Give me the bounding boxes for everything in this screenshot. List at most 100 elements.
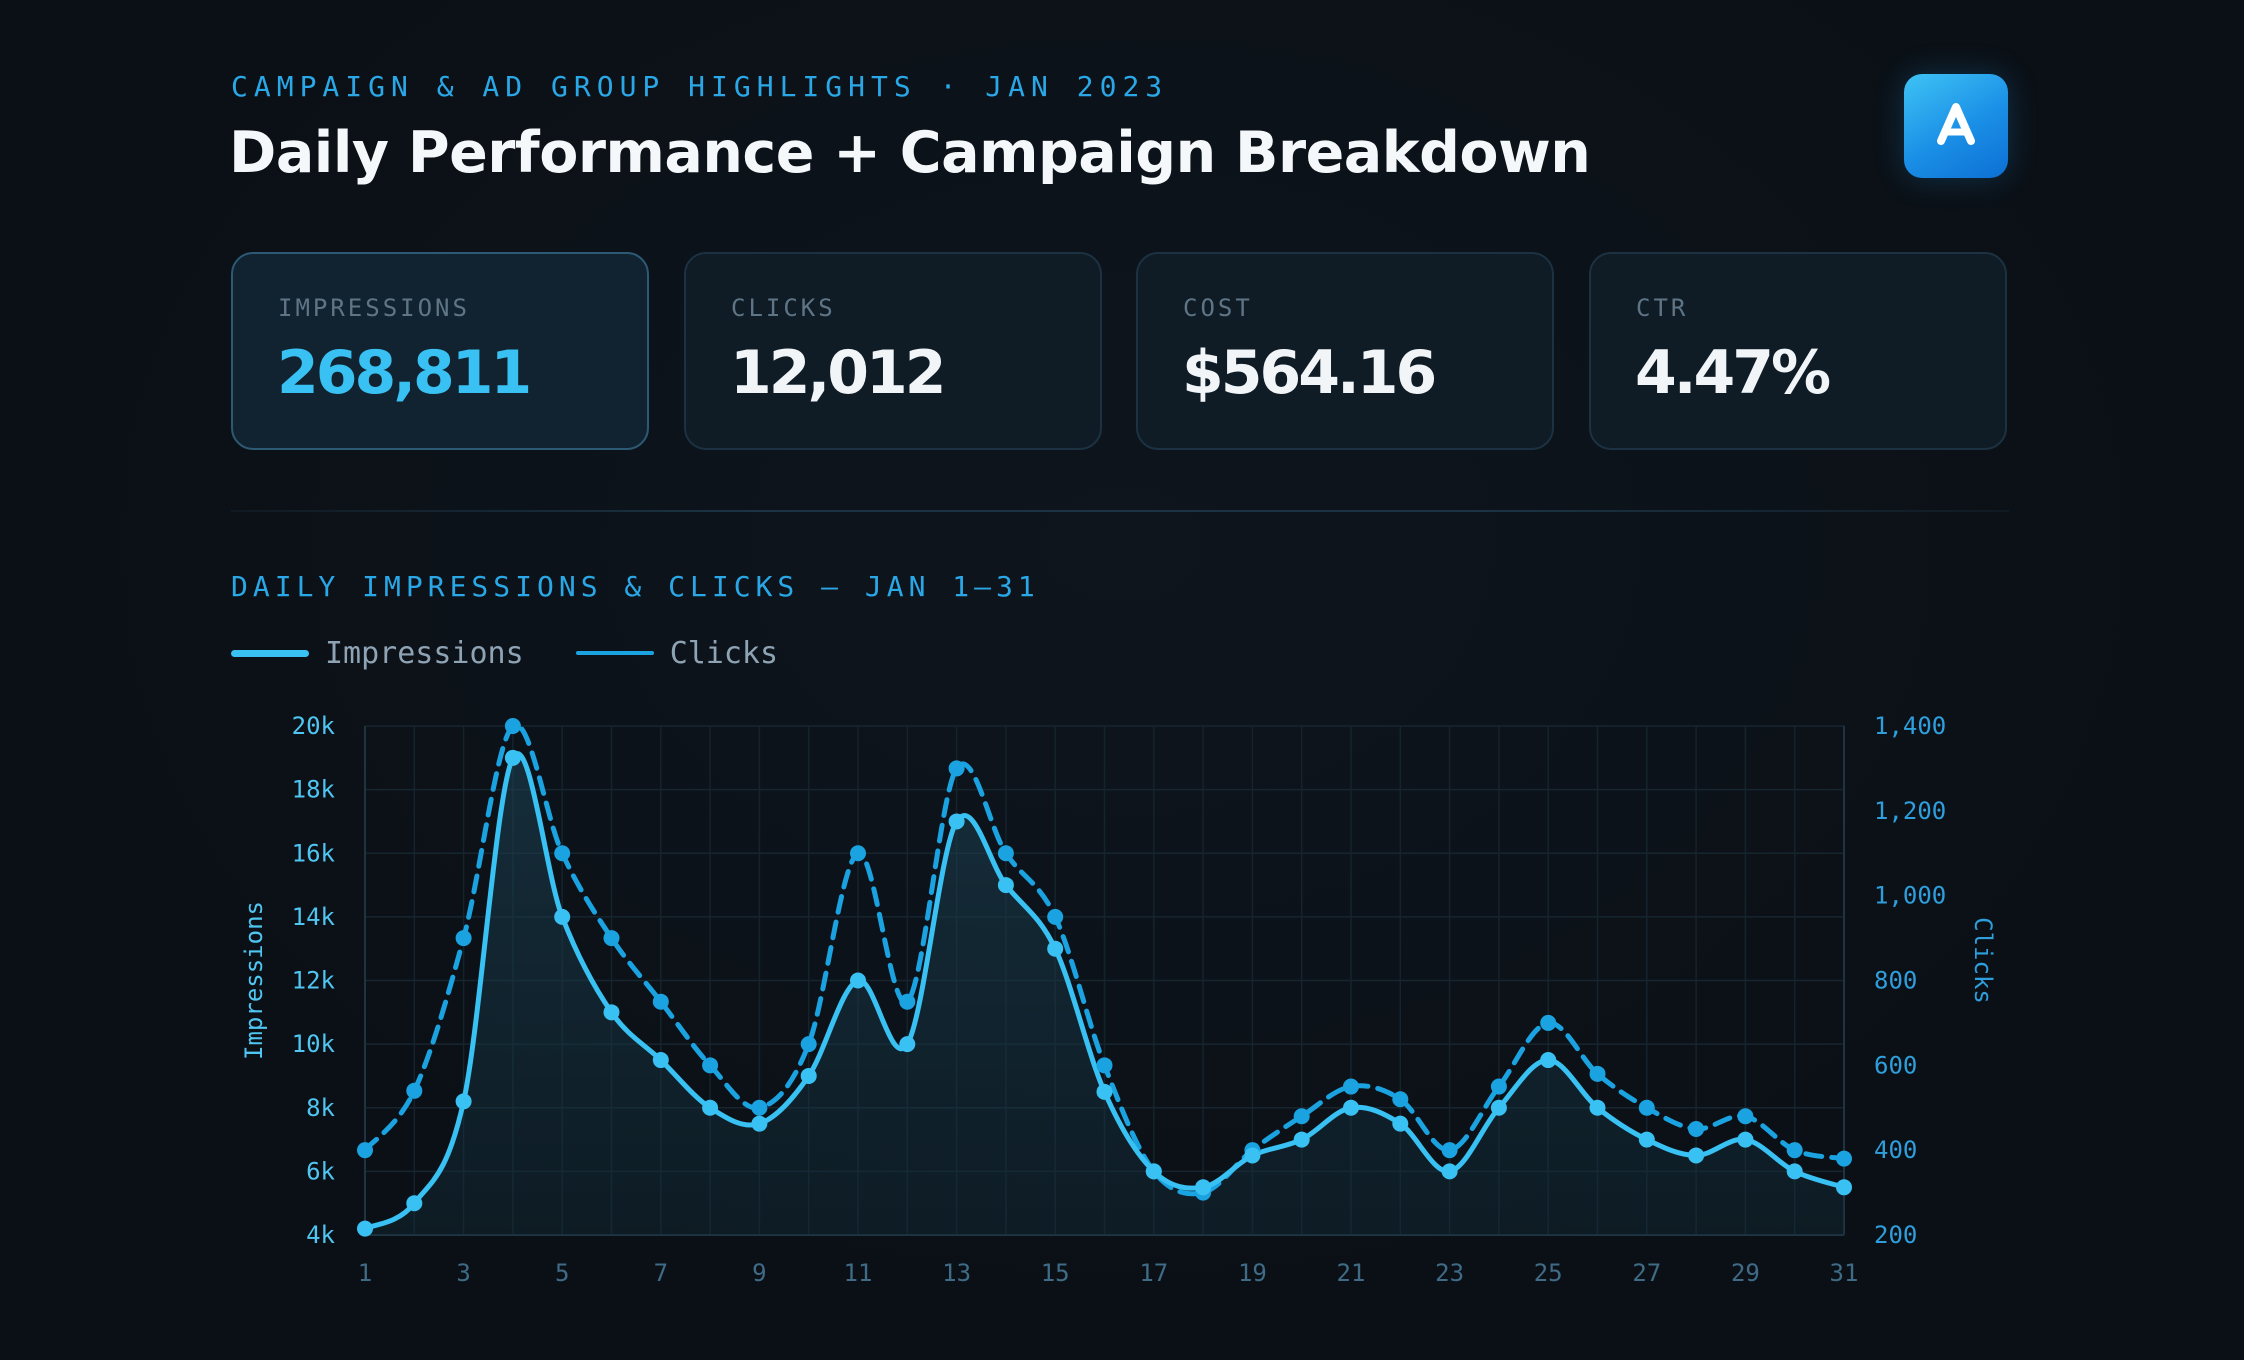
y-tick-label-left: 18k: [292, 776, 336, 804]
impressions-point: [1490, 1099, 1507, 1116]
kpi-card-impressions[interactable]: IMPRESSIONS 268,811: [231, 252, 649, 450]
y-tick-label-left: 16k: [292, 839, 336, 867]
x-tick-label: 13: [942, 1259, 971, 1287]
impressions-point: [1441, 1163, 1458, 1180]
x-tick-label: 23: [1435, 1259, 1464, 1287]
clicks-point: [603, 930, 620, 947]
clicks-point: [997, 845, 1014, 862]
kpi-label: CLICKS: [731, 294, 836, 322]
kpi-value: 4.47%: [1635, 338, 1831, 408]
x-tick-label: 19: [1238, 1259, 1267, 1287]
legend-label: Clicks: [669, 635, 779, 671]
impressions-point: [800, 1067, 817, 1084]
section-divider: [231, 510, 2009, 512]
y-tick-label-left: 14k: [292, 903, 336, 931]
kpi-label: IMPRESSIONS: [278, 294, 470, 322]
impressions-point: [603, 1004, 620, 1021]
clicks-point: [1737, 1108, 1754, 1125]
legend-item-impressions[interactable]: Impressions: [231, 636, 524, 671]
clicks-point: [751, 1099, 768, 1116]
kpi-card-cost[interactable]: COST $564.16: [1136, 252, 1554, 450]
impressions-point: [948, 813, 965, 830]
clicks-point: [1392, 1091, 1409, 1108]
clicks-point: [554, 845, 571, 862]
impressions-point: [455, 1093, 472, 1110]
legend-item-clicks[interactable]: Clicks: [575, 635, 779, 671]
kpi-value: 12,012: [730, 338, 947, 408]
y-axis-title-left: Impressions: [240, 901, 268, 1060]
clicks-point: [1490, 1078, 1507, 1095]
brand-a-logo-icon[interactable]: [1904, 74, 2008, 178]
clicks-point: [1786, 1142, 1803, 1159]
clicks-point: [1293, 1108, 1310, 1125]
legend-swatch-clicks: [575, 651, 654, 655]
impressions-point: [554, 908, 571, 925]
y-tick-label-left: 10k: [292, 1030, 336, 1058]
clicks-point: [1540, 1014, 1557, 1031]
y-tick-label-left: 8k: [306, 1094, 335, 1122]
impressions-point: [997, 877, 1014, 894]
y-tick-label-right: 800: [1874, 967, 1917, 995]
kpi-label: COST: [1183, 294, 1253, 322]
impressions-point: [1145, 1163, 1162, 1180]
legend-label: Impressions: [325, 635, 524, 671]
clicks-point: [850, 845, 866, 862]
clicks-point: [948, 760, 965, 777]
impressions-point: [702, 1099, 719, 1116]
impressions-point: [1786, 1163, 1803, 1180]
kpi-card-clicks[interactable]: CLICKS 12,012: [684, 252, 1102, 450]
x-tick-label: 27: [1632, 1259, 1661, 1287]
clicks-point: [1836, 1150, 1852, 1167]
kpi-value: 268,811: [277, 338, 532, 408]
chart-title: DAILY IMPRESSIONS & CLICKS — JAN 1–31: [231, 570, 1040, 603]
y-tick-label-right: 200: [1874, 1221, 1917, 1249]
impressions-point: [899, 1036, 916, 1053]
kpi-card-ctr[interactable]: CTR 4.47%: [1589, 252, 2007, 450]
clicks-point: [1688, 1120, 1705, 1137]
clicks-point: [1441, 1142, 1458, 1159]
legend-swatch-impressions: [231, 649, 309, 657]
clicks-point: [1638, 1099, 1655, 1116]
clicks-point: [455, 930, 472, 947]
x-tick-label: 1: [358, 1259, 372, 1287]
y-tick-label-right: 1,200: [1874, 797, 1946, 825]
kpi-value: $564.16: [1182, 338, 1437, 408]
impressions-point: [1392, 1115, 1409, 1132]
x-tick-label: 11: [844, 1259, 873, 1287]
x-tick-label: 29: [1731, 1259, 1760, 1287]
impressions-point: [1638, 1131, 1655, 1148]
impressions-point: [406, 1195, 423, 1212]
impressions-point: [1343, 1099, 1359, 1116]
clicks-point: [702, 1057, 719, 1074]
clicks-point: [1096, 1057, 1113, 1074]
impressions-point: [1836, 1179, 1852, 1196]
y-tick-label-right: 1,000: [1874, 882, 1946, 910]
clicks-point: [504, 718, 521, 734]
clicks-point: [1589, 1065, 1606, 1082]
clicks-point: [1047, 908, 1064, 925]
x-tick-label: 15: [1041, 1259, 1070, 1287]
x-tick-label: 17: [1139, 1259, 1168, 1287]
impressions-point: [850, 972, 866, 989]
impressions-point: [1047, 940, 1064, 957]
impressions-area: [365, 753, 1844, 1235]
impressions-point: [1195, 1179, 1212, 1196]
x-tick-label: 3: [456, 1259, 470, 1287]
page-kicker: CAMPAIGN & AD GROUP HIGHLIGHTS · JAN 202…: [231, 70, 1169, 103]
chart-legend: Impressions Clicks: [231, 633, 830, 673]
y-tick-label-right: 600: [1874, 1051, 1917, 1079]
impressions-point: [1096, 1083, 1113, 1100]
clicks-point: [652, 993, 669, 1010]
y-tick-label-left: 4k: [306, 1221, 335, 1249]
x-tick-label: 21: [1337, 1259, 1366, 1287]
x-tick-label: 7: [654, 1259, 668, 1287]
kpi-label: CTR: [1636, 294, 1689, 322]
x-tick-label: 9: [752, 1259, 766, 1287]
page-title: Daily Performance + Campaign Breakdown: [229, 120, 1591, 186]
clicks-point: [899, 993, 916, 1010]
y-tick-label-right: 400: [1874, 1136, 1917, 1164]
x-tick-label: 25: [1534, 1259, 1563, 1287]
x-tick-label: 5: [555, 1259, 569, 1287]
